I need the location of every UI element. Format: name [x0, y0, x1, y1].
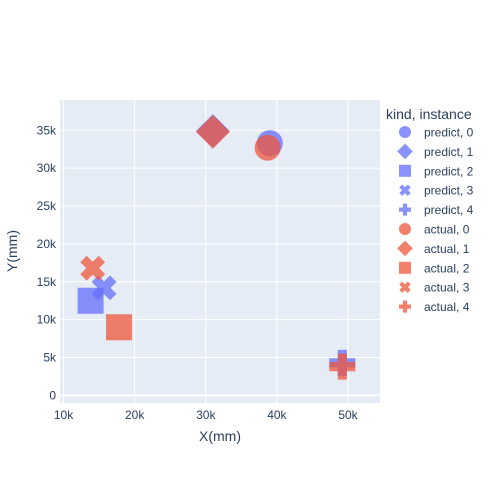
marker-actual-diamond	[195, 114, 230, 149]
legend-marker-x	[399, 281, 411, 293]
legend-item[interactable]: actual, 2	[399, 261, 470, 275]
y-tick-label: 30k	[37, 161, 57, 175]
marker-predict-x	[91, 275, 117, 301]
y-tick-label: 20k	[37, 237, 57, 251]
legend-item[interactable]: predict, 0	[399, 126, 474, 140]
marker-actual-square	[106, 314, 133, 341]
legend-marker-circle	[399, 126, 411, 138]
legend-item[interactable]: predict, 4	[399, 203, 474, 217]
x-tick-label: 40k	[267, 408, 287, 422]
legend-marker-diamond	[397, 240, 413, 257]
legend-marker-cross	[399, 300, 411, 313]
legend-item[interactable]: predict, 3	[397, 182, 474, 199]
legend-marker-cross	[399, 203, 411, 216]
legend: kind, instance predict, 0 predict, 1 predi…	[386, 106, 474, 314]
legend-marker-square	[399, 261, 411, 274]
legend-label: predict, 0	[424, 126, 474, 140]
legend-label: actual, 4	[424, 300, 470, 314]
tick-labels: 10k 20k 30k 40k 50k 0 5k 10k 15k 20k 25k 30k 35k	[37, 123, 359, 422]
marker-actual-circle	[254, 134, 281, 161]
legend-label: predict, 3	[424, 184, 474, 198]
y-tick-label: 15k	[37, 275, 57, 289]
legend-item[interactable]: predict, 1	[397, 143, 474, 160]
x-tick-label: 50k	[338, 408, 358, 422]
legend-label: predict, 4	[424, 203, 474, 217]
legend-item[interactable]: actual, 1	[397, 240, 470, 257]
y-tick-label: 0	[49, 388, 56, 402]
y-tick-label: 25k	[37, 199, 57, 213]
y-tick-label: 10k	[37, 313, 57, 327]
x-tick-label: 30k	[196, 408, 216, 422]
y-tick-label: 5k	[43, 351, 57, 365]
legend-label: actual, 3	[424, 281, 470, 295]
legend-label: predict, 2	[424, 164, 474, 178]
legend-marker-square	[399, 164, 411, 177]
legend-item[interactable]: actual, 3	[397, 279, 470, 296]
plot-background	[60, 100, 380, 403]
legend-title: kind, instance	[386, 106, 472, 122]
legend-item[interactable]: predict, 2	[399, 164, 474, 178]
x-tick-label: 10k	[54, 408, 74, 422]
legend-item[interactable]: actual, 4	[399, 300, 470, 314]
x-tick-label: 20k	[125, 408, 145, 422]
marker-actual-cross	[329, 353, 356, 380]
x-axis-title: X(mm)	[199, 428, 241, 444]
y-axis-title: Y(mm)	[4, 230, 20, 272]
legend-label: predict, 1	[424, 145, 474, 159]
legend-label: actual, 0	[424, 223, 470, 237]
y-tick-label: 35k	[37, 123, 57, 137]
legend-label: actual, 1	[424, 242, 470, 256]
legend-marker-diamond	[397, 143, 413, 160]
legend-label: actual, 2	[424, 261, 470, 275]
legend-item[interactable]: actual, 0	[399, 223, 470, 237]
marker-actual-x	[80, 255, 106, 281]
legend-marker-x	[399, 184, 411, 196]
data-markers	[77, 114, 356, 380]
legend-marker-circle	[399, 223, 411, 235]
